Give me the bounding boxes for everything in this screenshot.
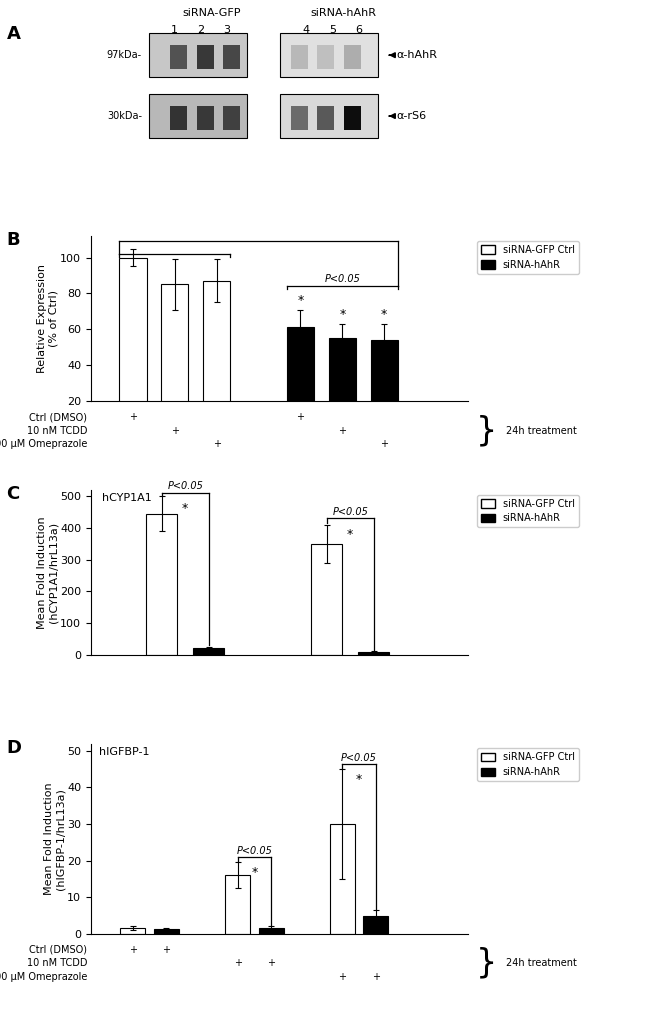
Bar	[146, 514, 177, 655]
Text: *: *	[356, 772, 362, 786]
Text: 300 μM Omeprazole: 300 μM Omeprazole	[0, 971, 87, 982]
Text: 97kDa-: 97kDa-	[107, 50, 142, 60]
Bar	[311, 544, 342, 655]
Text: 3: 3	[223, 25, 230, 36]
Text: +: +	[233, 958, 242, 968]
Text: }: }	[476, 947, 497, 979]
Text: +: +	[129, 412, 137, 422]
Text: *: *	[182, 502, 188, 516]
Text: α-hAhR: α-hAhR	[396, 50, 437, 60]
Text: P<0.05: P<0.05	[167, 481, 203, 491]
Bar	[317, 106, 334, 130]
Text: P<0.05: P<0.05	[332, 506, 368, 517]
Bar	[150, 32, 248, 77]
Text: *: *	[381, 309, 387, 321]
Text: hCYP1A1: hCYP1A1	[102, 493, 152, 503]
Text: 4: 4	[302, 25, 309, 36]
Text: 6: 6	[355, 25, 362, 36]
Y-axis label: Mean Fold Induction
(hCYP1A1/hrL13a): Mean Fold Induction (hCYP1A1/hrL13a)	[37, 516, 58, 628]
Text: 24h treatment: 24h treatment	[506, 425, 577, 435]
Bar	[223, 45, 240, 69]
Bar	[203, 281, 230, 436]
Bar	[259, 929, 283, 934]
Text: +: +	[162, 945, 170, 955]
Bar	[358, 652, 389, 655]
Legend: siRNA-GFP Ctrl, siRNA-hAhR: siRNA-GFP Ctrl, siRNA-hAhR	[476, 241, 578, 273]
Bar	[120, 929, 146, 934]
Text: 2: 2	[197, 25, 204, 36]
Bar	[317, 45, 334, 69]
Text: Ctrl (DMSO): Ctrl (DMSO)	[29, 412, 87, 422]
Text: P<0.05: P<0.05	[341, 752, 377, 762]
Bar	[150, 93, 248, 138]
Text: 10 nM TCDD: 10 nM TCDD	[27, 958, 87, 968]
Bar	[287, 328, 314, 436]
Text: }: }	[476, 414, 497, 447]
Text: +: +	[339, 425, 346, 435]
Bar	[344, 45, 361, 69]
Y-axis label: Relative Expression
(% of Ctrl): Relative Expression (% of Ctrl)	[37, 264, 59, 373]
Text: +: +	[213, 438, 220, 449]
Bar	[329, 338, 356, 436]
Text: 30kDa-: 30kDa-	[107, 111, 142, 121]
Text: *: *	[297, 293, 304, 307]
Text: +: +	[372, 971, 380, 982]
Bar	[291, 106, 308, 130]
Bar	[196, 106, 213, 130]
Text: C: C	[6, 485, 20, 502]
Text: Ctrl (DMSO): Ctrl (DMSO)	[29, 945, 87, 955]
Bar	[194, 649, 224, 655]
Text: +: +	[380, 438, 388, 449]
Text: +: +	[339, 971, 346, 982]
Bar	[330, 824, 355, 934]
Bar	[280, 32, 378, 77]
Text: 1: 1	[170, 25, 177, 36]
Bar	[120, 258, 146, 436]
Bar	[196, 45, 213, 69]
Bar	[225, 875, 250, 934]
Bar	[344, 106, 361, 130]
Bar	[161, 284, 188, 436]
Text: α-rS6: α-rS6	[396, 111, 426, 121]
Text: D: D	[6, 739, 21, 756]
Legend: siRNA-GFP Ctrl, siRNA-hAhR: siRNA-GFP Ctrl, siRNA-hAhR	[476, 748, 578, 782]
Y-axis label: Mean Fold Induction
(hIGFBP-1/hrL13a): Mean Fold Induction (hIGFBP-1/hrL13a)	[44, 783, 66, 895]
Text: +: +	[129, 945, 137, 955]
Bar	[363, 916, 389, 934]
Bar	[170, 106, 187, 130]
Text: +: +	[171, 425, 179, 435]
Bar	[170, 45, 187, 69]
Text: *: *	[339, 309, 345, 321]
Text: hIGFBP-1: hIGFBP-1	[99, 747, 149, 757]
Text: siRNA-hAhR: siRNA-hAhR	[311, 8, 376, 18]
Bar	[280, 93, 378, 138]
Bar	[370, 340, 398, 436]
Text: B: B	[6, 231, 20, 249]
Text: siRNA-GFP: siRNA-GFP	[183, 8, 241, 18]
Text: P<0.05: P<0.05	[324, 274, 360, 284]
Text: P<0.05: P<0.05	[237, 845, 272, 856]
Bar	[223, 106, 240, 130]
Text: *: *	[252, 866, 257, 879]
Text: *: *	[347, 528, 354, 541]
Text: 10 nM TCDD: 10 nM TCDD	[27, 425, 87, 435]
Bar	[291, 45, 308, 69]
Text: 300 μM Omeprazole: 300 μM Omeprazole	[0, 438, 87, 449]
Text: +: +	[267, 958, 275, 968]
Bar	[154, 930, 179, 934]
Text: A: A	[6, 25, 20, 44]
Text: +: +	[296, 412, 304, 422]
Text: 5: 5	[329, 25, 336, 36]
Legend: siRNA-GFP Ctrl, siRNA-hAhR: siRNA-GFP Ctrl, siRNA-hAhR	[476, 494, 578, 528]
Text: 24h treatment: 24h treatment	[506, 958, 577, 968]
